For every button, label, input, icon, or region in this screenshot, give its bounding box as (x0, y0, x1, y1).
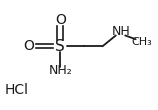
Text: NH: NH (112, 25, 131, 38)
Text: O: O (23, 39, 34, 53)
Text: HCl: HCl (4, 83, 28, 97)
Text: O: O (55, 13, 66, 27)
Text: NH₂: NH₂ (48, 64, 72, 77)
Text: S: S (55, 39, 65, 54)
Text: CH₃: CH₃ (131, 37, 152, 47)
